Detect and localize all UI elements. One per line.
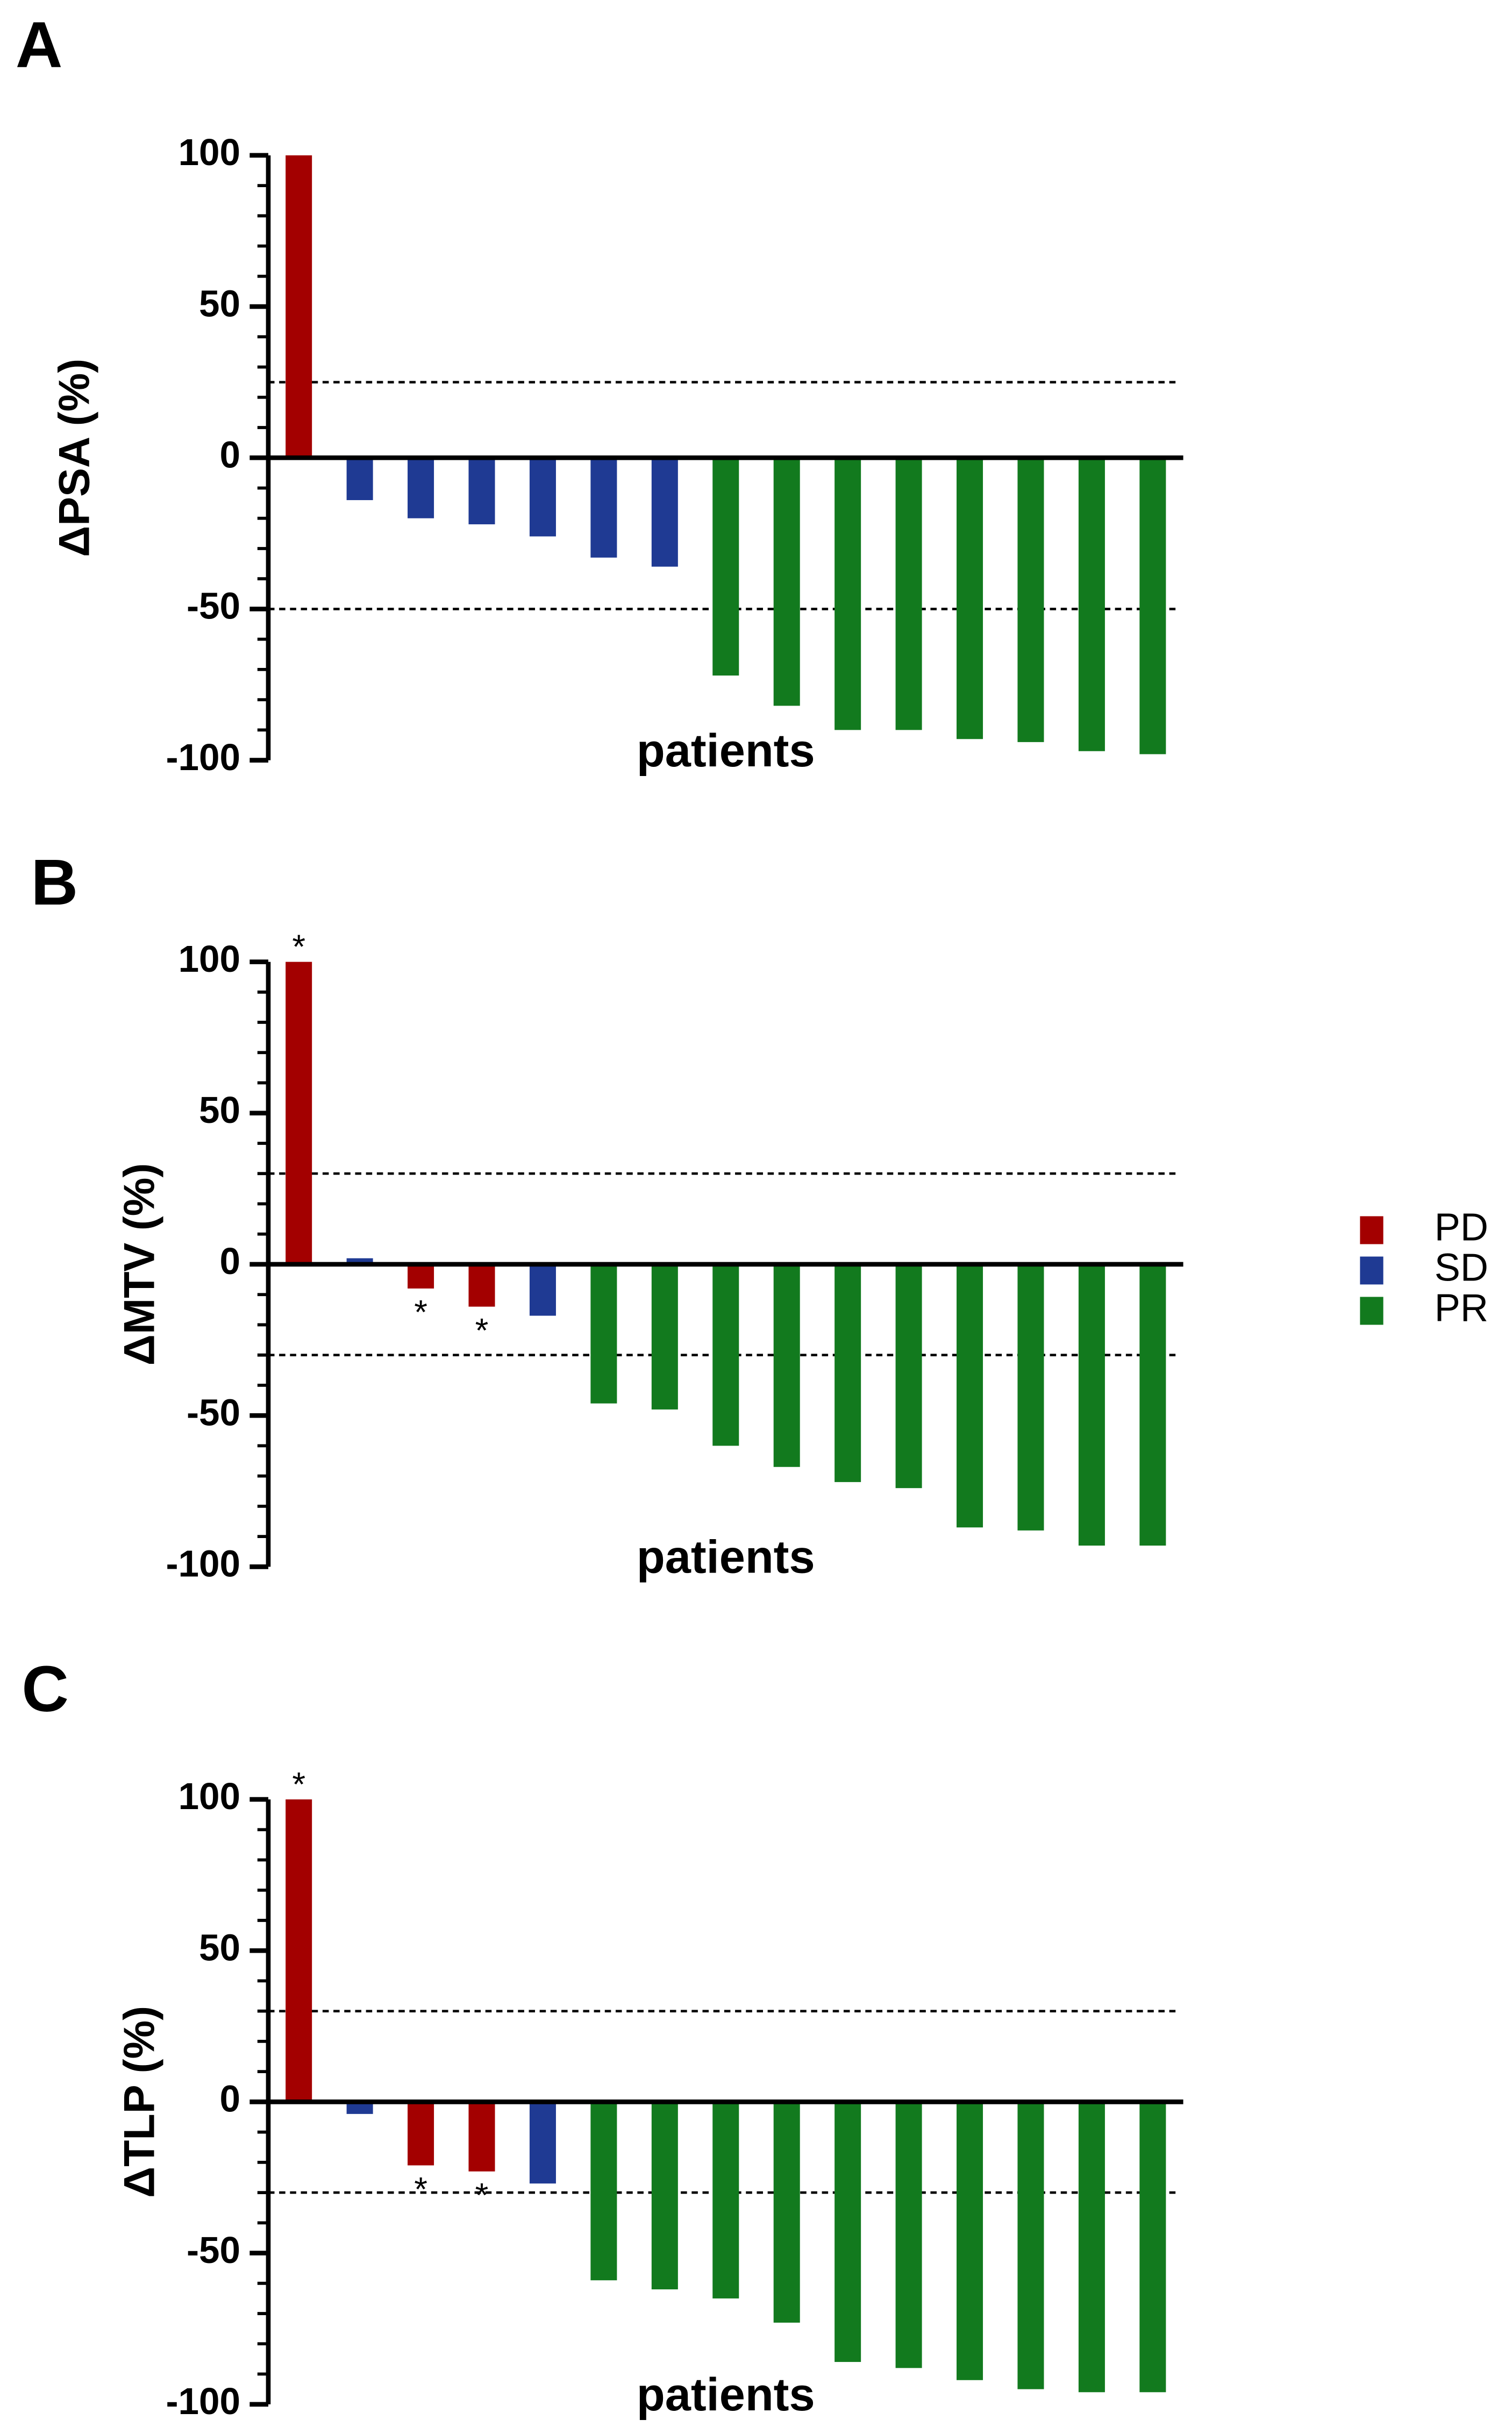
y-tick-label: 0	[220, 1240, 241, 1282]
bar	[590, 458, 617, 558]
panel-letter: B	[31, 845, 78, 919]
bar	[773, 458, 800, 706]
annotation: *	[475, 1312, 489, 1349]
bar	[773, 2102, 800, 2323]
y-tick-label: 100	[179, 938, 240, 980]
bar	[408, 1264, 434, 1289]
bar	[286, 155, 312, 458]
bar	[1139, 2102, 1166, 2393]
bar	[468, 458, 495, 524]
annotation: *	[414, 1294, 427, 1332]
bar	[1017, 458, 1044, 742]
y-tick-label: -50	[187, 1391, 240, 1433]
panel-letter: A	[16, 8, 62, 81]
bar	[835, 2102, 861, 2362]
x-axis-label: patients	[637, 1532, 815, 1583]
y-tick-label: 100	[179, 131, 240, 173]
bar	[1139, 1264, 1166, 1546]
bar	[346, 2102, 373, 2114]
x-axis-label: patients	[637, 725, 815, 777]
y-axis-label: ΔPSA (%)	[51, 359, 99, 557]
bar	[590, 1264, 617, 1404]
legend-swatch	[1360, 1256, 1383, 1285]
y-tick-label: 0	[220, 2078, 241, 2120]
y-tick-label: 100	[179, 1775, 240, 1817]
legend-label: PD	[1435, 1206, 1488, 1249]
y-tick-label: -100	[166, 2380, 241, 2422]
y-tick-label: -50	[187, 2229, 240, 2271]
bar	[1017, 2102, 1044, 2389]
y-tick-label: -100	[166, 1543, 241, 1585]
annotation: *	[414, 2170, 427, 2208]
legend-swatch	[1360, 1297, 1383, 1325]
bar	[529, 458, 556, 537]
legend-swatch	[1360, 1216, 1383, 1244]
bar	[712, 2102, 739, 2298]
bar	[835, 1264, 861, 1482]
bar	[651, 458, 678, 567]
y-tick-label: 0	[220, 434, 241, 476]
bar	[651, 2102, 678, 2290]
bar	[346, 458, 373, 500]
y-axis-label: ΔTLP (%)	[116, 2006, 164, 2198]
y-tick-label: 50	[199, 1926, 240, 1968]
bar	[1078, 458, 1105, 751]
annotation: *	[475, 2177, 489, 2215]
bar	[590, 2102, 617, 2281]
bar	[468, 1264, 495, 1307]
bar	[468, 2102, 495, 2172]
x-axis-label: patients	[637, 2369, 815, 2421]
bar	[895, 2102, 922, 2368]
bar	[1017, 1264, 1044, 1531]
panel-letter: C	[22, 1652, 68, 1725]
annotation: *	[292, 1766, 305, 1804]
bar	[529, 2102, 556, 2184]
y-axis-label: ΔMTV (%)	[116, 1163, 164, 1366]
bar	[773, 1264, 800, 1467]
y-tick-label: -50	[187, 585, 240, 627]
bar	[957, 458, 983, 739]
bar	[651, 1264, 678, 1410]
bar	[286, 1799, 312, 2102]
bar	[1078, 1264, 1105, 1546]
bar	[1139, 458, 1166, 755]
bar	[835, 458, 861, 730]
bar	[957, 2102, 983, 2380]
y-tick-label: 50	[199, 1089, 240, 1131]
legend-label: SD	[1435, 1247, 1488, 1290]
bar	[286, 962, 312, 1264]
legend-label: PR	[1435, 1287, 1488, 1330]
y-tick-label: 50	[199, 282, 240, 324]
bar	[895, 1264, 922, 1489]
bar	[712, 458, 739, 676]
bar	[529, 1264, 556, 1316]
annotation: *	[292, 928, 305, 966]
bar	[408, 2102, 434, 2166]
y-tick-label: -100	[166, 736, 241, 778]
bar	[895, 458, 922, 730]
bar	[408, 458, 434, 518]
bar	[346, 1258, 373, 1264]
bar	[1078, 2102, 1105, 2393]
bar	[712, 1264, 739, 1446]
bar	[957, 1264, 983, 1528]
